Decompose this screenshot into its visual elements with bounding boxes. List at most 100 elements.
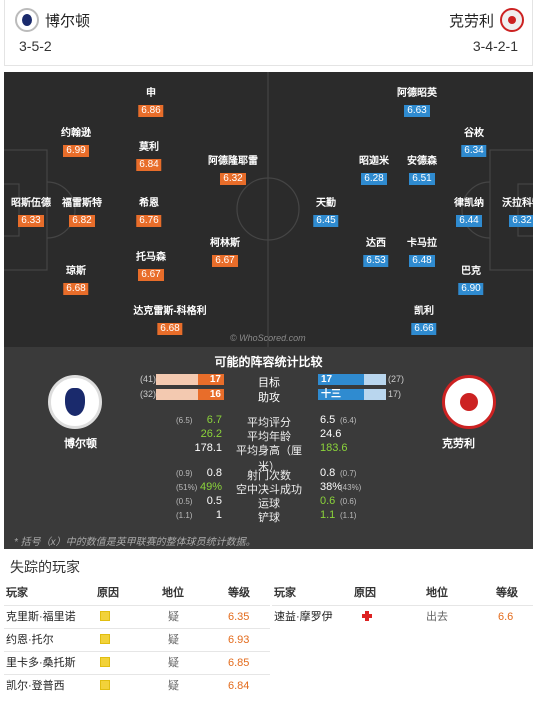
reason-cell bbox=[100, 629, 110, 651]
player-name[interactable]: 安德森 bbox=[407, 156, 437, 167]
missing-player-name[interactable]: 里卡多·桑托斯 bbox=[6, 657, 76, 669]
missing-rating: 6.6 bbox=[498, 611, 514, 623]
away-player[interactable]: 天勤 6.45 bbox=[313, 198, 339, 228]
away-player[interactable]: 卡马拉 6.48 bbox=[407, 238, 437, 268]
missing-status: 疑 bbox=[168, 611, 179, 623]
stats-title: 可能的阵容统计比较 bbox=[214, 355, 323, 369]
home-assists-league: (32) bbox=[140, 389, 157, 399]
away-player[interactable]: 律凯纳 6.44 bbox=[454, 198, 484, 228]
away-assists-fill bbox=[318, 389, 364, 400]
home-player[interactable]: 希恩 6.76 bbox=[136, 198, 162, 228]
home-player[interactable]: 达克雷斯-科格利 6.68 bbox=[133, 306, 207, 336]
player-name[interactable]: 达克雷斯-科格利 bbox=[133, 306, 207, 317]
away-player[interactable]: 安德森 6.51 bbox=[407, 156, 437, 186]
missing-player-name[interactable]: 速益·摩罗伊 bbox=[274, 611, 333, 623]
away-team-title[interactable]: 克劳利 bbox=[443, 8, 524, 32]
player-name[interactable]: 申 bbox=[146, 88, 156, 99]
player-name[interactable]: 天勤 bbox=[316, 198, 336, 209]
row-divider bbox=[4, 674, 270, 675]
player-name[interactable]: 凯利 bbox=[414, 306, 434, 317]
reason-cell bbox=[100, 675, 110, 697]
whoscored-watermark: © WhoScored.com bbox=[230, 333, 306, 343]
stat-label: 平均年龄 bbox=[247, 431, 291, 443]
player-name[interactable]: 托马森 bbox=[136, 252, 166, 263]
away-player[interactable]: 沃拉科特 6.32 bbox=[502, 198, 533, 228]
row-divider bbox=[4, 605, 270, 606]
player-name[interactable]: 昭斯伍德 bbox=[11, 198, 51, 209]
home-player[interactable]: 阿德隆耶雷 6.32 bbox=[208, 156, 258, 186]
stat-row: 178.1 平均身高（厘米） 183.6 bbox=[4, 442, 533, 473]
home-missing-row[interactable]: 克里斯·福里诺 疑 6.35 bbox=[4, 606, 270, 628]
home-value: 0.5 bbox=[206, 495, 222, 507]
player-name[interactable]: 约翰逊 bbox=[61, 128, 91, 139]
missing-player-name[interactable]: 约恩·托尔 bbox=[6, 634, 54, 646]
player-rating: 6.51 bbox=[409, 173, 435, 185]
home-player[interactable]: 柯林斯 6.67 bbox=[210, 238, 240, 268]
player-name[interactable]: 昭迦米 bbox=[359, 156, 389, 167]
player-name[interactable]: 巴克 bbox=[461, 266, 481, 277]
home-missing-header: 玩家 原因 地位 等级 bbox=[4, 582, 270, 604]
stats-home-team: 博尔顿 bbox=[64, 438, 97, 450]
player-name[interactable]: 希恩 bbox=[139, 198, 159, 209]
player-name[interactable]: 沃拉科特 bbox=[502, 198, 533, 209]
home-player[interactable]: 福雷斯特 6.82 bbox=[62, 198, 102, 228]
player-rating: 6.68 bbox=[63, 283, 89, 295]
stat-label: 铲球 bbox=[258, 512, 280, 524]
home-value: 0.8 bbox=[206, 467, 222, 479]
away-league-value: (6.4) bbox=[340, 416, 357, 425]
player-name[interactable]: 柯林斯 bbox=[210, 238, 240, 249]
player-name[interactable]: 琼斯 bbox=[66, 266, 86, 277]
away-league-value: (1.1) bbox=[340, 511, 357, 520]
missing-player-name[interactable]: 克里斯·福里诺 bbox=[6, 611, 76, 623]
home-missing-row[interactable]: 约恩·托尔 疑 6.93 bbox=[4, 629, 270, 651]
assists-label: 助攻 bbox=[258, 392, 280, 404]
player-name[interactable]: 阿德昭英 bbox=[397, 88, 437, 99]
home-team-title[interactable]: 博尔顿 bbox=[15, 8, 96, 32]
player-name[interactable]: 福雷斯特 bbox=[62, 198, 102, 209]
away-missing-row[interactable]: 速益·摩罗伊 出去 6.6 bbox=[272, 606, 533, 628]
away-player[interactable]: 达西 6.53 bbox=[363, 238, 389, 268]
home-player[interactable]: 琼斯 6.68 bbox=[63, 266, 89, 296]
home-player[interactable]: 约翰逊 6.99 bbox=[61, 128, 91, 158]
home-missing-row[interactable]: 里卡多·桑托斯 疑 6.85 bbox=[4, 652, 270, 674]
missing-player-name[interactable]: 凯尔·登普西 bbox=[6, 680, 65, 692]
player-name[interactable]: 卡马拉 bbox=[407, 238, 437, 249]
home-league-value: (51%) bbox=[176, 483, 198, 492]
home-player[interactable]: 托马森 6.67 bbox=[136, 252, 166, 282]
stat-label: 平均身高（厘米） bbox=[236, 445, 302, 473]
away-assists-value: 十三 bbox=[321, 389, 341, 400]
stats-away-team: 克劳利 bbox=[442, 438, 475, 450]
away-player[interactable]: 阿德昭英 6.63 bbox=[397, 88, 437, 118]
home-player[interactable]: 莫利 6.84 bbox=[136, 142, 162, 172]
red-cross-icon bbox=[362, 611, 372, 622]
away-assists-league: 17) bbox=[388, 389, 402, 399]
home-formation: 3-5-2 bbox=[19, 38, 52, 54]
crawley-crest-icon bbox=[500, 8, 524, 32]
player-rating: 6.32 bbox=[509, 215, 533, 227]
away-league-value: (43%) bbox=[340, 483, 362, 492]
player-name[interactable]: 达西 bbox=[366, 238, 386, 249]
away-player[interactable]: 巴克 6.90 bbox=[458, 266, 484, 296]
injury-doubt-icon bbox=[100, 634, 110, 645]
home-player[interactable]: 昭斯伍德 6.33 bbox=[11, 198, 51, 228]
home-player[interactable]: 申 6.86 bbox=[138, 88, 164, 118]
home-missing-row[interactable]: 凯尔·登普西 疑 6.84 bbox=[4, 675, 270, 697]
missing-rating: 6.84 bbox=[228, 680, 250, 692]
home-league-value: (6.5) bbox=[176, 416, 193, 425]
stat-row: (51%) 49% 空中决斗成功 38% (43%) bbox=[4, 481, 533, 496]
player-name[interactable]: 阿德隆耶雷 bbox=[208, 156, 258, 167]
player-name[interactable]: 律凯纳 bbox=[454, 198, 484, 209]
player-name[interactable]: 谷枚 bbox=[464, 128, 484, 139]
player-rating: 6.76 bbox=[136, 215, 162, 227]
away-goals-fill bbox=[318, 374, 364, 385]
away-league-value: (0.6) bbox=[340, 497, 357, 506]
bolton-large-crest-icon bbox=[48, 375, 102, 429]
away-value: 6.5 bbox=[320, 414, 336, 426]
goals-bar-row: (41) 17 目标 17 (27) bbox=[4, 373, 533, 389]
player-name[interactable]: 莫利 bbox=[139, 142, 159, 153]
away-player[interactable]: 昭迦米 6.28 bbox=[359, 156, 389, 186]
home-league-value: (0.5) bbox=[176, 497, 193, 506]
away-player[interactable]: 凯利 6.66 bbox=[411, 306, 437, 336]
away-player[interactable]: 谷枚 6.34 bbox=[461, 128, 487, 158]
player-rating: 6.86 bbox=[138, 105, 164, 117]
